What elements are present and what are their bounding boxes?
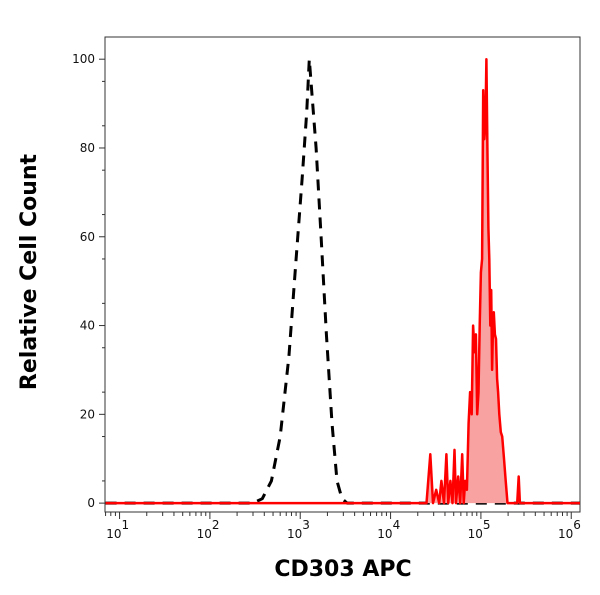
- x-tick-exponent: 2: [212, 518, 220, 532]
- y-tick-label: 20: [80, 407, 95, 421]
- x-tick-exponent: 3: [302, 518, 310, 532]
- x-tick-label: 10: [468, 527, 483, 541]
- x-tick-label: 10: [287, 527, 302, 541]
- x-tick-label: 10: [106, 527, 121, 541]
- series-1-line: [105, 57, 580, 505]
- series-layer: [105, 57, 580, 505]
- x-tick-exponent: 5: [483, 518, 491, 532]
- y-axis-title: Relative Cell Count: [17, 153, 42, 390]
- x-tick-label: 10: [377, 527, 392, 541]
- y-tick-label: 60: [80, 230, 95, 244]
- x-tick-label: 10: [558, 527, 573, 541]
- x-tick-exponent: 6: [573, 518, 581, 532]
- series-2-fill: [105, 59, 580, 504]
- plot-area: [104, 36, 581, 513]
- x-axis-title: CD303 APC: [274, 557, 411, 582]
- y-tick-label: 100: [72, 52, 95, 66]
- x-tick-exponent: 4: [393, 518, 401, 532]
- y-tick-label: 80: [80, 141, 95, 155]
- series-2-line: [105, 57, 580, 505]
- y-tick-label: 40: [80, 319, 95, 333]
- x-tick-exponent: 1: [122, 518, 130, 532]
- y-tick-label: 0: [87, 496, 95, 510]
- x-tick-label: 10: [197, 527, 212, 541]
